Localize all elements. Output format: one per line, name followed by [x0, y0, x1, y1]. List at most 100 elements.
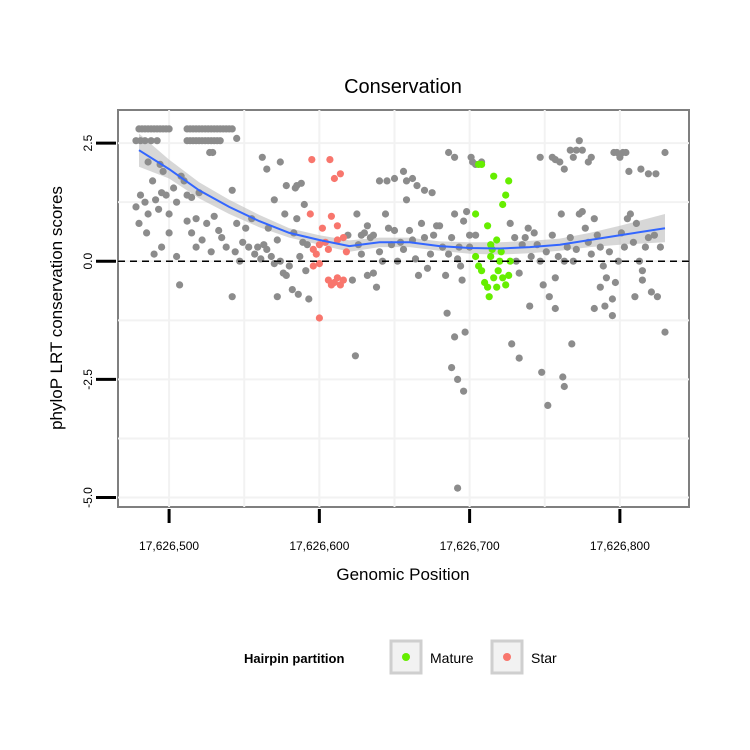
data-point-other — [602, 274, 611, 282]
data-point-other — [560, 165, 568, 173]
data-point-other — [363, 271, 371, 279]
data-point-other — [647, 288, 656, 296]
data-point-other — [420, 186, 429, 194]
data-point-other — [267, 252, 275, 261]
data-point-mature — [493, 283, 501, 291]
data-point-other — [515, 354, 523, 362]
data-point-other — [383, 177, 391, 185]
data-point-other — [228, 186, 236, 194]
data-point-other — [506, 219, 514, 227]
data-point-other — [608, 312, 617, 320]
data-point-other — [601, 302, 609, 310]
data-point-other — [363, 222, 371, 230]
data-point-other — [443, 309, 451, 317]
data-point-other — [542, 248, 550, 256]
data-point-other — [559, 373, 567, 381]
data-point-star — [315, 241, 323, 249]
data-point-other — [430, 231, 438, 239]
data-point-other — [508, 340, 516, 348]
data-point-other — [590, 304, 598, 313]
data-point-other — [611, 278, 620, 287]
data-point-other — [297, 179, 305, 187]
legend-label-star: Star — [531, 650, 557, 666]
data-point-mature — [484, 222, 492, 230]
x-tick-label: 17,626,700 — [440, 539, 500, 553]
data-point-other — [566, 146, 574, 154]
data-point-other — [626, 210, 635, 218]
data-point-other — [369, 231, 377, 239]
data-point-other — [276, 158, 284, 166]
data-point-other — [436, 222, 444, 230]
data-point-other — [273, 293, 281, 301]
data-point-other — [143, 229, 151, 237]
data-point-other — [242, 224, 250, 232]
data-point-star — [333, 222, 341, 230]
data-point-other — [472, 231, 480, 239]
data-point-other — [153, 137, 161, 145]
data-point-other — [203, 219, 211, 227]
data-point-star — [342, 248, 350, 256]
data-point-other — [399, 167, 408, 175]
data-point-star — [318, 224, 326, 232]
data-point-other — [457, 262, 465, 270]
data-point-star — [333, 274, 341, 282]
data-point-other — [390, 174, 399, 183]
data-point-other — [661, 328, 669, 336]
y-tick-label: 2.5 — [81, 134, 95, 151]
data-point-other — [637, 165, 645, 173]
data-point-other — [448, 234, 456, 242]
data-point-other — [652, 170, 660, 178]
data-point-other — [644, 170, 653, 178]
data-point-other — [263, 245, 271, 253]
data-point-other — [209, 148, 217, 157]
data-point-mature — [487, 252, 495, 261]
data-point-other — [563, 243, 571, 251]
data-point-mature — [502, 281, 510, 289]
data-point-other — [578, 208, 586, 216]
data-point-other — [524, 224, 532, 232]
data-point-other — [136, 191, 145, 199]
data-point-other — [239, 238, 247, 246]
data-point-other — [381, 210, 390, 218]
data-point-other — [554, 252, 562, 261]
data-point-other — [527, 252, 535, 261]
data-point-other — [173, 252, 181, 261]
data-point-mature — [484, 283, 492, 291]
data-point-other — [448, 364, 456, 372]
data-point-mature — [505, 271, 513, 279]
data-point-other — [428, 189, 436, 197]
data-point-other — [150, 250, 158, 258]
data-point-star — [330, 174, 338, 183]
data-point-other — [263, 165, 271, 173]
data-point-other — [296, 252, 304, 261]
data-point-other — [530, 229, 538, 237]
data-point-other — [526, 302, 534, 310]
data-point-other — [551, 274, 559, 282]
series-star — [306, 156, 350, 322]
data-point-other — [622, 148, 630, 157]
data-point-other — [539, 281, 547, 289]
data-point-mature — [490, 172, 498, 180]
data-point-other — [572, 245, 580, 253]
data-point-star — [315, 260, 323, 268]
data-point-mature — [493, 236, 501, 244]
data-point-other — [360, 229, 368, 237]
data-point-other — [372, 283, 381, 291]
data-point-other — [353, 210, 361, 218]
data-point-mature — [499, 274, 507, 282]
data-point-other — [233, 219, 241, 227]
data-point-star — [312, 250, 320, 258]
data-point-other — [641, 243, 650, 251]
data-point-other — [545, 293, 553, 301]
data-point-mature — [485, 293, 493, 301]
data-point-star — [336, 170, 344, 178]
data-point-other — [173, 198, 181, 206]
data-point-other — [282, 182, 290, 190]
data-point-other — [282, 271, 290, 279]
data-point-other — [402, 196, 411, 204]
data-point-other — [548, 231, 556, 239]
data-point-other — [413, 182, 421, 190]
data-point-other — [442, 271, 450, 279]
y-tick-label: -2.5 — [81, 369, 95, 390]
data-point-mature — [494, 267, 502, 275]
